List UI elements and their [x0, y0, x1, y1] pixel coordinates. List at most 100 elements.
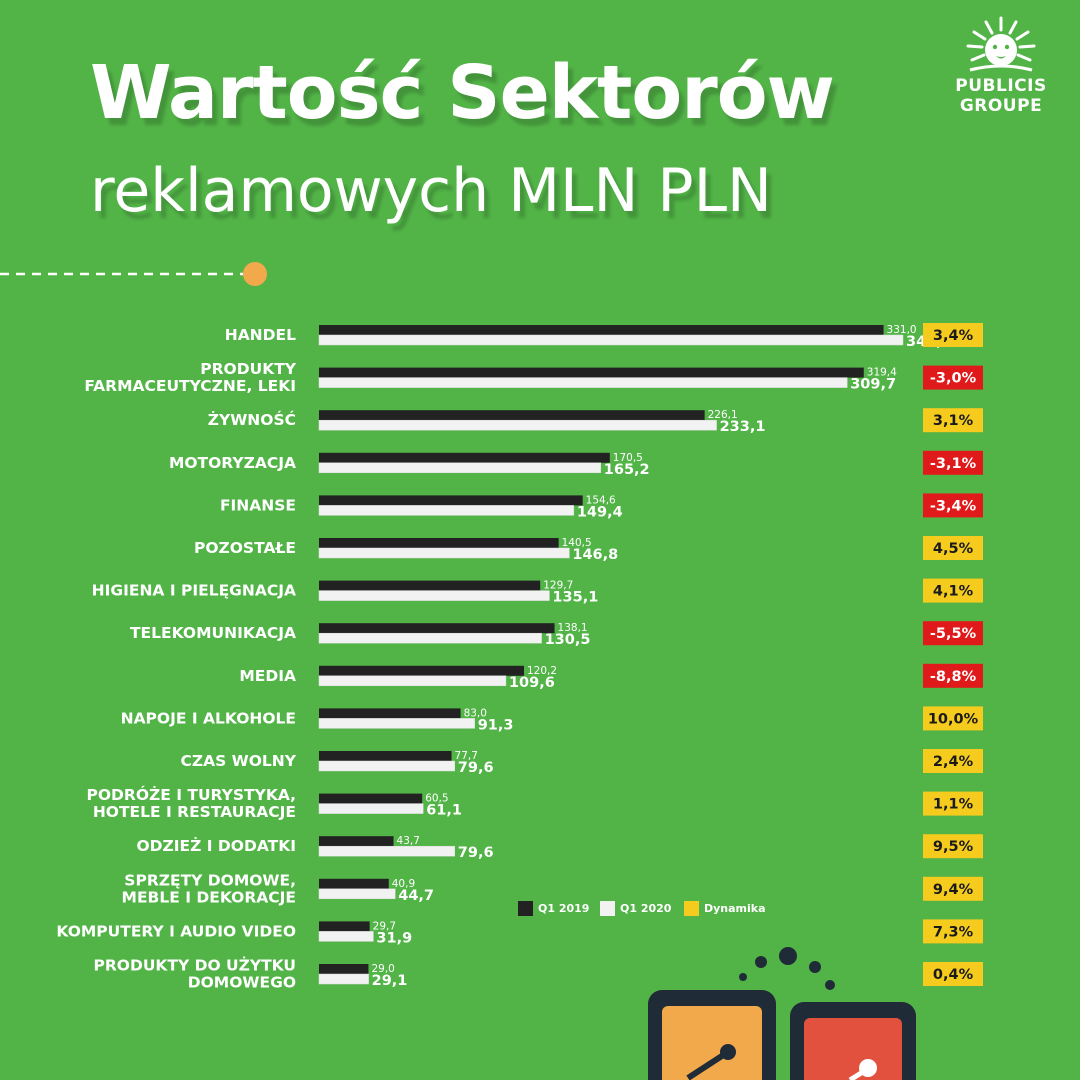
value-label-q1-2020: 135,1 — [552, 590, 598, 606]
category-label: KOMPUTERY I AUDIO VIDEO — [56, 922, 296, 940]
dynamics-badge — [923, 919, 983, 944]
value-label-q1-2019: 140,5 — [562, 537, 592, 549]
bar-q1-2019 — [319, 452, 610, 463]
value-label-q1-2019: 29,7 — [373, 920, 396, 932]
bar-q1-2020 — [318, 718, 475, 729]
bar-q1-2019 — [319, 495, 583, 506]
value-label-q1-2020: 146,8 — [572, 547, 618, 563]
dynamics-label: 3,1% — [933, 413, 974, 429]
logo-line-2: GROUPE — [959, 96, 1043, 116]
bar-q1-2020 — [318, 632, 542, 644]
category-label: FINANSE — [220, 496, 296, 514]
dynamics-label: -3,4% — [930, 498, 977, 514]
value-label-q1-2019: 226,1 — [708, 409, 738, 421]
category-label: HOTELE I RESTAURACJE — [93, 803, 296, 821]
value-label-q1-2020: 149,4 — [577, 504, 623, 520]
dynamics-label: -3,1% — [930, 456, 977, 472]
bar-q1-2019 — [319, 878, 389, 889]
bar-q1-2020 — [318, 845, 456, 857]
dynamics-label: 9,4% — [933, 882, 974, 898]
dynamics-badge — [923, 663, 983, 688]
dynamics-badge — [923, 962, 983, 986]
value-label-q1-2019: 138,1 — [558, 622, 588, 634]
phone-illustration-right — [790, 1002, 916, 1080]
value-label-q1-2019: 120,2 — [527, 665, 557, 677]
bar-q1-2020 — [318, 419, 717, 431]
dynamics-badge — [923, 365, 983, 390]
category-label: HANDEL — [225, 326, 296, 344]
dynamics-badge — [923, 749, 983, 773]
bar-q1-2019 — [319, 836, 394, 847]
dynamics-badge — [923, 323, 983, 347]
category-label: ŻYWNOŚĆ — [208, 410, 296, 429]
value-label-q1-2020: 130,5 — [545, 632, 591, 648]
logo-line-1: PUBLICIS — [955, 76, 1047, 96]
dynamics-badge — [923, 706, 983, 731]
bar-q1-2019 — [319, 538, 559, 548]
legend-swatch — [518, 901, 533, 916]
bar-q1-2019 — [319, 623, 555, 634]
value-label-q1-2020: 44,7 — [398, 888, 434, 904]
value-label-q1-2019: 154,6 — [586, 494, 616, 506]
dynamics-label: 4,1% — [933, 584, 974, 600]
dynamics-badge — [923, 876, 983, 901]
category-label: PODRÓŻE I TURYSTYKA, — [86, 785, 296, 804]
dynamics-label: 1,1% — [933, 797, 974, 813]
dynamics-badge — [923, 578, 983, 603]
category-label: TELEKOMUNIKACJA — [130, 624, 296, 642]
legend-swatch — [600, 901, 615, 916]
phone-illustration-left — [648, 990, 776, 1080]
bar-q1-2019 — [319, 665, 525, 676]
bar-q1-2019 — [319, 793, 423, 804]
value-label-q1-2019: 60,5 — [425, 793, 448, 805]
value-label-q1-2020: 91,3 — [478, 717, 514, 733]
value-label-q1-2020: 61,1 — [426, 803, 462, 819]
value-label-q1-2019: 319,4 — [867, 367, 897, 379]
legend-label: Q1 2020 — [620, 902, 672, 915]
decorative-dots — [739, 947, 835, 990]
value-label-q1-2020: 31,9 — [376, 930, 412, 946]
category-label: PRODUKTY DO UŻYTKU — [93, 956, 296, 975]
category-label: NAPOJE I ALKOHOLE — [121, 709, 296, 727]
value-label-q1-2019: 129,7 — [543, 580, 573, 592]
bar-q1-2019 — [319, 751, 452, 761]
dynamics-label: 4,5% — [933, 541, 974, 557]
bar-q1-2019 — [319, 708, 461, 719]
bar-q1-2020 — [318, 931, 374, 942]
legend-label: Q1 2019 — [538, 902, 589, 915]
dynamics-badge — [923, 834, 983, 859]
dynamics-badge — [923, 536, 983, 560]
publicis-groupe-logo: PUBLICIS GROUPE — [938, 14, 1064, 126]
value-label-q1-2019: 43,7 — [397, 835, 420, 847]
dynamics-label: -3,0% — [930, 371, 977, 387]
category-label: CZAS WOLNY — [180, 752, 296, 770]
dynamics-label: 9,5% — [933, 839, 974, 855]
bar-q1-2019 — [319, 367, 864, 378]
legend-label: Dynamika — [704, 902, 766, 915]
bar-chart: HANDEL331,0342,43,4%PRODUKTYFARMACEUTYCZ… — [56, 323, 983, 992]
value-label-q1-2020: 165,2 — [604, 462, 650, 478]
chart-title: Wartość Sektorów — [90, 50, 835, 136]
bar-q1-2020 — [318, 760, 456, 772]
dynamics-label: 0,4% — [933, 967, 974, 983]
dynamics-label: -5,5% — [930, 626, 977, 642]
bar-q1-2020 — [318, 334, 904, 346]
category-label: FARMACEUTYCZNE, LEKI — [84, 377, 296, 395]
category-label: HIGIENA I PIELĘGNACJA — [92, 582, 296, 600]
category-label: PRODUKTY — [200, 360, 297, 378]
bar-q1-2019 — [319, 325, 884, 335]
bar-q1-2020 — [318, 505, 575, 516]
bar-q1-2020 — [318, 888, 396, 900]
dynamics-badge — [923, 791, 983, 816]
lion-emblem-icon — [966, 16, 1036, 72]
value-label-q1-2020: 309,7 — [850, 377, 896, 393]
dynamics-badge — [923, 493, 983, 518]
bar-q1-2019 — [319, 580, 541, 591]
value-label-q1-2019: 29,0 — [371, 963, 394, 975]
category-label: MEDIA — [239, 667, 296, 685]
category-label: POZOSTAŁE — [194, 539, 296, 557]
value-label-q1-2020: 29,1 — [372, 973, 408, 989]
value-label-q1-2019: 170,5 — [613, 452, 643, 464]
category-label: SPRZĘTY DOMOWE, — [124, 871, 296, 889]
